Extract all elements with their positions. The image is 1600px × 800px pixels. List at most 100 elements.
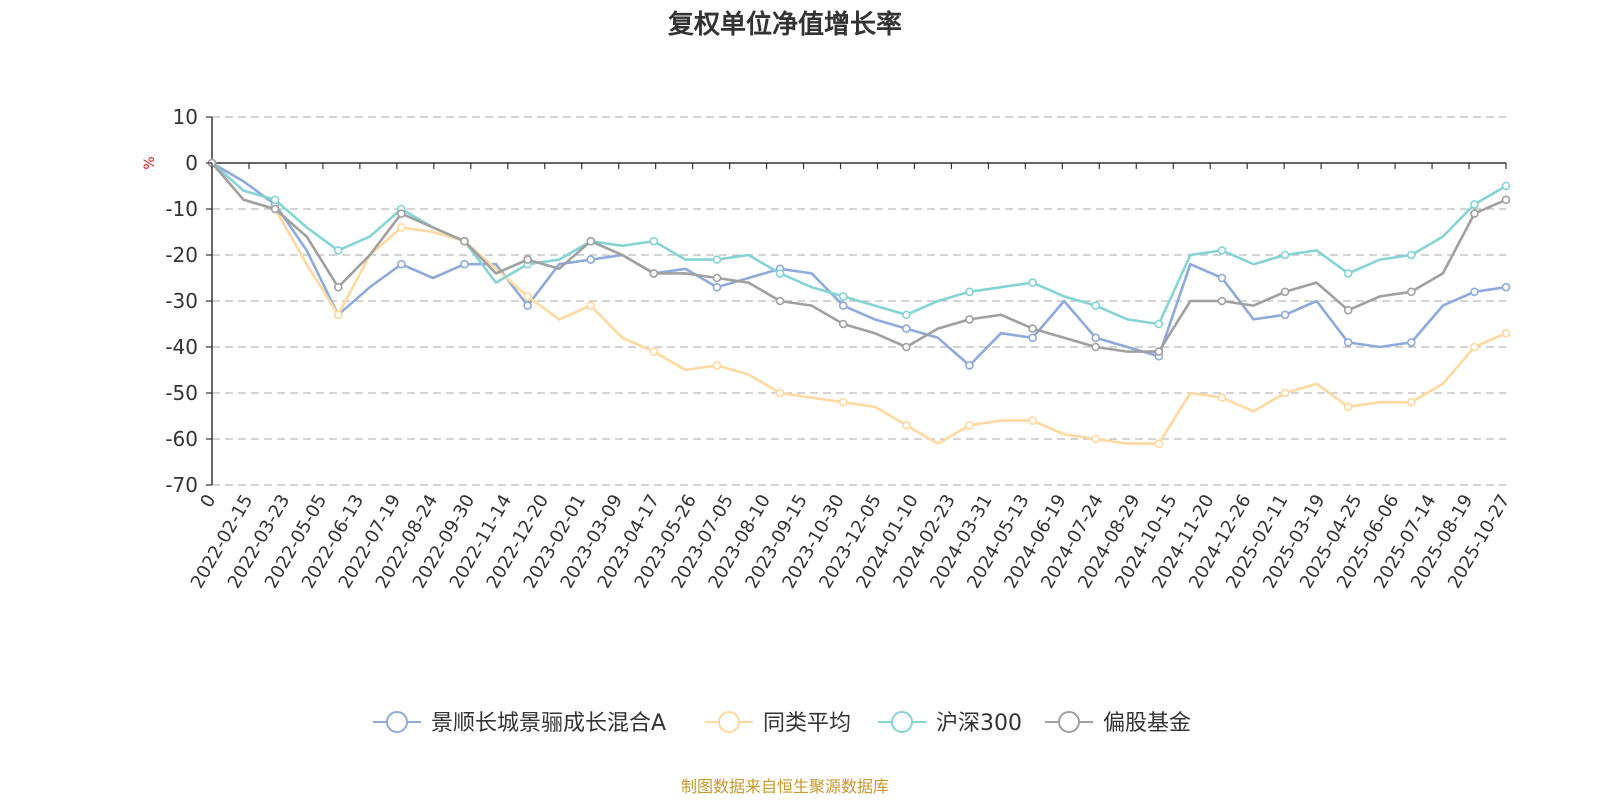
data-point — [460, 259, 469, 269]
legend-label: 沪深300 — [936, 711, 1022, 736]
data-point — [1028, 333, 1037, 343]
y-tick-label: -20 — [165, 243, 198, 267]
data-point — [649, 347, 659, 356]
data-point — [523, 255, 532, 264]
data-point — [965, 287, 974, 297]
data-point — [1407, 338, 1416, 347]
data-point — [1280, 250, 1290, 260]
x-axis-ticks: 02022-02-152022-03-232022-05-052022-06-1… — [187, 163, 1514, 592]
data-point — [1343, 402, 1353, 412]
data-point — [1154, 319, 1164, 329]
legend-marker-icon — [891, 711, 913, 733]
y-tick-label: 0 — [185, 151, 198, 175]
data-point — [712, 361, 722, 370]
data-point — [1091, 333, 1101, 343]
y-tick-label: 10 — [173, 105, 198, 129]
data-point — [1501, 181, 1511, 191]
data-point — [586, 301, 596, 310]
legend-marker-icon — [718, 711, 740, 733]
y-tick-label: -30 — [165, 289, 198, 313]
data-point — [333, 310, 343, 320]
legend-marker-icon — [386, 711, 408, 733]
data-point — [902, 342, 911, 352]
y-tick-label: -10 — [165, 197, 198, 221]
legend-item-2: 同类平均 — [705, 711, 851, 736]
data-point — [1091, 434, 1101, 444]
legend-item-4: 偏股基金 — [1045, 711, 1191, 736]
data-point — [1501, 195, 1511, 205]
data-point — [712, 255, 722, 264]
data-point — [1470, 209, 1479, 218]
data-point — [1091, 342, 1101, 352]
data-point — [270, 204, 280, 214]
data-point — [1028, 324, 1037, 333]
data-point — [838, 319, 848, 329]
legend-marker-icon — [1058, 711, 1080, 733]
y-tick-label: -60 — [165, 427, 198, 451]
data-point — [902, 310, 911, 320]
data-point — [397, 259, 406, 269]
data-point — [1470, 287, 1479, 297]
data-point — [333, 282, 343, 292]
data-point — [1028, 416, 1037, 425]
data-point — [523, 301, 532, 310]
data-point — [775, 388, 785, 398]
data-point — [838, 397, 848, 407]
data-point — [1217, 296, 1227, 306]
data-point — [270, 195, 280, 205]
data-point — [1343, 269, 1353, 278]
data-point — [1280, 287, 1290, 297]
data-point — [460, 236, 469, 246]
data-point — [397, 209, 406, 218]
data-point — [1280, 310, 1290, 320]
legend-label: 景顺长城景骊成长混合A — [431, 711, 666, 736]
y-tick-label: -40 — [165, 335, 198, 359]
x-tick-label: 0 — [196, 491, 220, 511]
data-point — [1470, 200, 1479, 209]
data-point — [1154, 439, 1164, 448]
series-line — [211, 162, 1507, 353]
legend: 景顺长城景骊成长混合A 同类平均 沪深300 偏股基金 — [373, 711, 1191, 736]
y-tick-label: -50 — [165, 381, 198, 405]
data-point — [965, 315, 974, 324]
data-point — [775, 296, 785, 306]
data-point — [902, 420, 911, 430]
data-point — [523, 292, 532, 301]
data-point — [1407, 287, 1416, 297]
data-point — [649, 236, 659, 246]
data-point — [775, 269, 785, 278]
data-point — [1091, 301, 1101, 310]
y-axis-unit-label: % — [142, 156, 158, 169]
data-point — [586, 236, 596, 246]
series-lines — [207, 158, 1511, 448]
data-point — [586, 255, 596, 264]
data-point — [1407, 250, 1416, 260]
data-point — [902, 324, 911, 333]
data-point — [397, 223, 406, 232]
data-point — [712, 273, 722, 283]
legend-label: 偏股基金 — [1103, 711, 1191, 736]
legend-item-1: 景顺长城景骊成长混合A — [373, 711, 666, 736]
legend-item-3: 沪深300 — [878, 711, 1022, 736]
data-point — [1343, 305, 1353, 315]
data-point — [1154, 347, 1164, 356]
data-point — [965, 420, 974, 430]
series-line — [211, 162, 1507, 445]
y-axis-ticks: 10 0 -10 -20 -30 -40 -50 -60 -70 — [165, 105, 212, 497]
data-point — [965, 361, 974, 370]
data-point — [1470, 342, 1479, 352]
data-source-note: 制图数据来自恒生聚源数据库 — [681, 777, 889, 796]
data-point — [712, 282, 722, 292]
legend-label: 同类平均 — [763, 711, 851, 736]
grid-lines — [212, 116, 1506, 486]
series-1 — [207, 158, 1511, 370]
data-point — [1407, 397, 1416, 407]
chart-title: 复权单位净值增长率 — [668, 9, 902, 40]
y-tick-label: -70 — [165, 473, 198, 497]
series-line — [211, 161, 1507, 367]
data-point — [838, 301, 848, 310]
data-point — [1028, 278, 1037, 287]
data-point — [838, 292, 848, 301]
series-line — [211, 162, 1507, 326]
